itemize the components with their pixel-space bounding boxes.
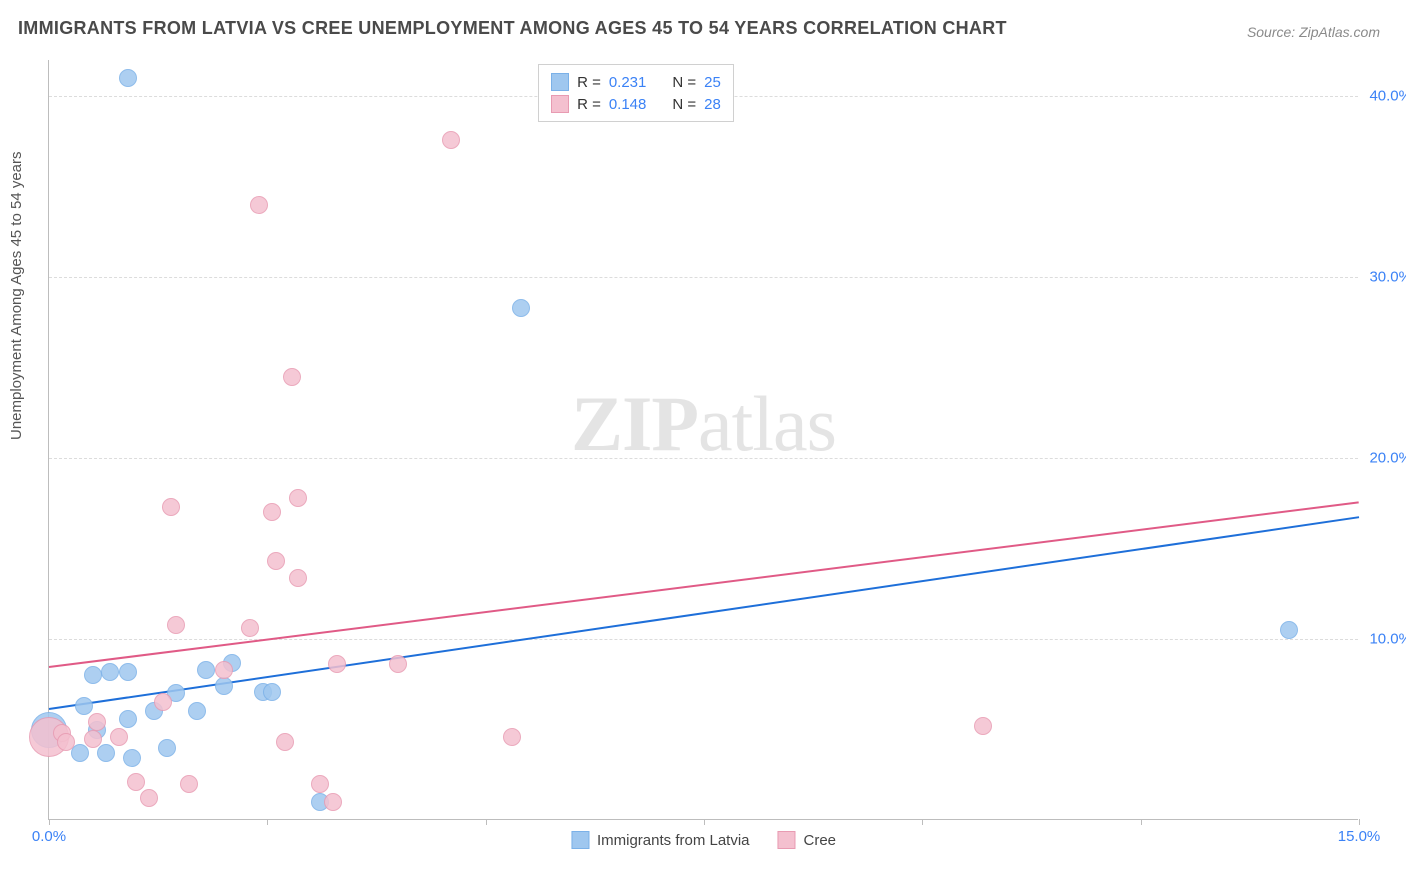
legend-row-latvia: R = 0.231 N = 25 xyxy=(551,71,721,93)
data-point-latvia xyxy=(101,663,119,681)
data-point-cree xyxy=(180,775,198,793)
data-point-latvia xyxy=(215,677,233,695)
gridline-h xyxy=(49,458,1358,459)
ytick-label: 20.0% xyxy=(1369,450,1406,467)
data-point-cree xyxy=(88,713,106,731)
data-point-cree xyxy=(263,503,281,521)
xtick-mark xyxy=(1359,819,1360,825)
data-point-cree xyxy=(289,489,307,507)
data-point-latvia xyxy=(188,702,206,720)
trend-line-cree xyxy=(49,502,1359,669)
data-point-latvia xyxy=(119,663,137,681)
xtick-label: 15.0% xyxy=(1338,828,1381,845)
gridline-h xyxy=(49,639,1358,640)
data-point-cree xyxy=(140,789,158,807)
n-value: 28 xyxy=(704,96,721,113)
data-point-cree xyxy=(167,616,185,634)
data-point-cree xyxy=(127,773,145,791)
data-point-cree xyxy=(328,655,346,673)
data-point-latvia xyxy=(75,697,93,715)
data-point-cree xyxy=(389,655,407,673)
series-label: Cree xyxy=(804,832,837,849)
xtick-mark xyxy=(267,819,268,825)
data-point-cree xyxy=(267,552,285,570)
data-point-cree xyxy=(250,196,268,214)
data-point-cree xyxy=(57,733,75,751)
data-point-latvia xyxy=(512,299,530,317)
data-point-latvia xyxy=(197,661,215,679)
data-point-latvia xyxy=(97,744,115,762)
data-point-latvia xyxy=(263,683,281,701)
data-point-cree xyxy=(289,569,307,587)
data-point-cree xyxy=(110,728,128,746)
data-point-latvia xyxy=(84,666,102,684)
data-point-cree xyxy=(241,619,259,637)
data-point-cree xyxy=(503,728,521,746)
xtick-mark xyxy=(922,819,923,825)
xtick-mark xyxy=(49,819,50,825)
data-point-cree xyxy=(311,775,329,793)
data-point-cree xyxy=(324,793,342,811)
data-point-cree xyxy=(162,498,180,516)
trend-line-latvia xyxy=(49,516,1359,710)
data-point-cree xyxy=(84,730,102,748)
scatter-plot: ZIPatlas 10.0%20.0%30.0%40.0%0.0%15.0%R … xyxy=(48,60,1358,820)
data-point-latvia xyxy=(158,739,176,757)
data-point-latvia xyxy=(119,69,137,87)
n-label: N = xyxy=(672,74,696,91)
xtick-mark xyxy=(1141,819,1142,825)
r-value: 0.231 xyxy=(609,74,647,91)
legend-item-latvia: Immigrants from Latvia xyxy=(571,831,750,849)
xtick-label: 0.0% xyxy=(32,828,66,845)
ytick-label: 40.0% xyxy=(1369,88,1406,105)
data-point-cree xyxy=(215,661,233,679)
n-label: N = xyxy=(672,96,696,113)
legend-item-cree: Cree xyxy=(778,831,837,849)
r-label: R = xyxy=(577,74,601,91)
watermark: ZIPatlas xyxy=(571,379,836,469)
data-point-cree xyxy=(276,733,294,751)
r-value: 0.148 xyxy=(609,96,647,113)
swatch-latvia xyxy=(571,831,589,849)
data-point-cree xyxy=(154,693,172,711)
data-point-latvia xyxy=(1280,621,1298,639)
data-point-cree xyxy=(442,131,460,149)
n-value: 25 xyxy=(704,74,721,91)
ytick-label: 30.0% xyxy=(1369,269,1406,286)
y-axis-label: Unemployment Among Ages 45 to 54 years xyxy=(8,151,25,440)
r-label: R = xyxy=(577,96,601,113)
xtick-mark xyxy=(704,819,705,825)
swatch-cree xyxy=(551,95,569,113)
data-point-cree xyxy=(974,717,992,735)
ytick-label: 10.0% xyxy=(1369,631,1406,648)
correlation-legend: R = 0.231 N = 25 R = 0.148 N = 28 xyxy=(538,64,734,122)
series-label: Immigrants from Latvia xyxy=(597,832,750,849)
gridline-h xyxy=(49,277,1358,278)
data-point-cree xyxy=(283,368,301,386)
xtick-mark xyxy=(486,819,487,825)
data-point-latvia xyxy=(119,710,137,728)
swatch-cree xyxy=(778,831,796,849)
series-legend: Immigrants from Latvia Cree xyxy=(571,831,836,849)
legend-row-cree: R = 0.148 N = 28 xyxy=(551,93,721,115)
source-label: Source: ZipAtlas.com xyxy=(1247,24,1380,40)
chart-title: IMMIGRANTS FROM LATVIA VS CREE UNEMPLOYM… xyxy=(18,18,1007,39)
data-point-latvia xyxy=(123,749,141,767)
swatch-latvia xyxy=(551,73,569,91)
